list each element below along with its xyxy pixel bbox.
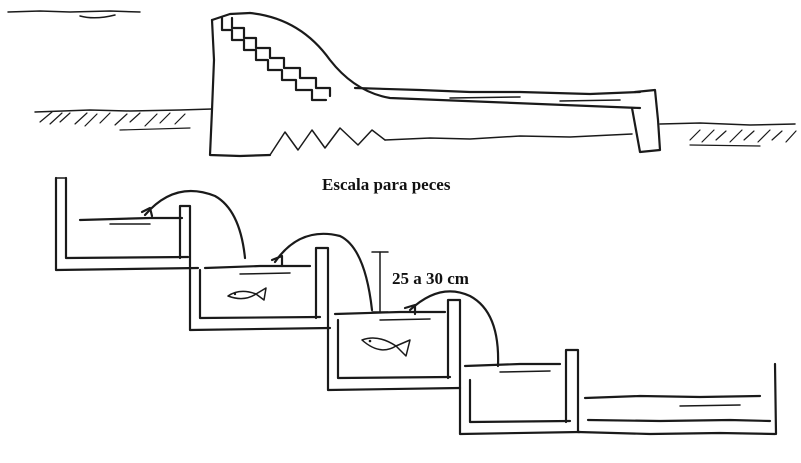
spillway-curve	[248, 11, 642, 110]
water-ripple	[499, 370, 551, 373]
pool-1-overflow-arc	[143, 189, 247, 260]
pool-1-outer-wall	[54, 176, 200, 272]
pool-5-water	[583, 394, 762, 400]
foundation-line	[384, 133, 633, 141]
channel-end-wall	[630, 88, 662, 154]
water-ripple	[449, 96, 521, 99]
ladder-detail: 25 a 30 cm	[54, 176, 778, 436]
downstream-water	[353, 86, 642, 96]
weir-wall-2	[314, 246, 330, 330]
pool-2-water	[203, 264, 312, 270]
dam-ladder-steps-inner	[230, 16, 332, 98]
pool-3-water	[333, 310, 447, 316]
pool-3-inner-wall	[336, 318, 452, 380]
ground-line-right	[659, 122, 796, 126]
water-ripple	[79, 14, 116, 19]
upstream-water-surface	[7, 10, 141, 13]
diagram-title: Escala para peces	[322, 175, 451, 194]
dimension-label: 25 a 30 cm	[392, 269, 469, 288]
fish-icon	[227, 287, 267, 301]
water-ripple	[379, 318, 431, 321]
dam-ladder-steps	[220, 16, 328, 102]
height-dimension	[371, 251, 389, 313]
foundation-zigzag	[269, 127, 386, 156]
pool-5	[576, 362, 778, 436]
ground-hatch-right	[689, 129, 797, 147]
pool-4-water	[463, 362, 562, 368]
pool-3-overflow-arc	[408, 290, 500, 368]
weir-wall-1	[178, 204, 192, 270]
pool-1	[54, 176, 247, 272]
dam-crest	[210, 11, 252, 22]
pool-5-inner-floor	[586, 418, 772, 423]
pool-5-end-wall	[773, 362, 778, 436]
water-ripple	[679, 404, 741, 407]
pool-1-inner-wall	[64, 176, 190, 260]
pool-4	[458, 362, 582, 436]
pool-2-notch	[270, 254, 284, 268]
pool-4-outer-wall	[458, 386, 582, 436]
pool-5-floor	[576, 430, 777, 436]
pool-3-notch	[403, 303, 417, 316]
dam-wall	[208, 18, 272, 158]
pool-3	[326, 290, 500, 392]
pool-2	[188, 232, 374, 332]
ground-hatch-left	[39, 111, 191, 131]
pool-2-overflow-arc	[273, 232, 374, 312]
weir-wall-3	[446, 298, 462, 390]
weir-wall-4	[564, 348, 580, 434]
water-ripple	[559, 99, 621, 102]
pool-3-outer-wall	[326, 326, 462, 392]
pool-1-water	[78, 216, 184, 222]
water-ripple	[239, 272, 291, 275]
dam-overview	[7, 10, 797, 158]
pool-2-inner-wall	[198, 268, 322, 320]
pool-1-notch	[140, 206, 154, 218]
pool-2-outer-wall	[188, 266, 332, 332]
fish-icon	[361, 337, 411, 357]
pool-4-inner-wall	[468, 378, 572, 424]
ground-line-left	[34, 108, 213, 113]
